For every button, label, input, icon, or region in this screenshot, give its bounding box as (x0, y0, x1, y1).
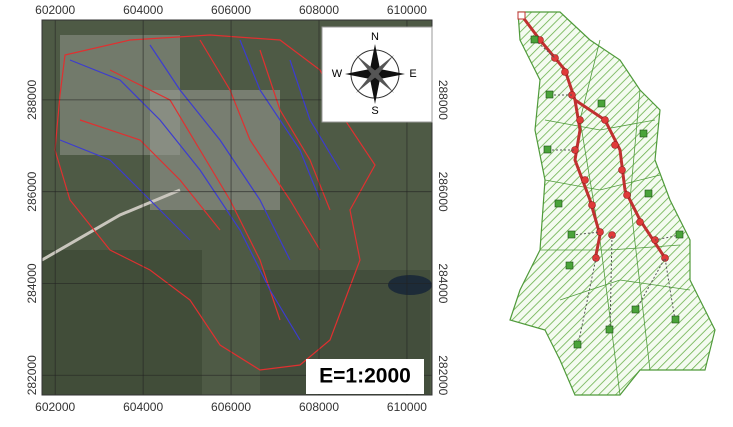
x-tick-label-top: 602000 (35, 3, 75, 17)
x-tick-label-bottom: 604000 (123, 400, 163, 414)
x-tick-label-top: 606000 (211, 3, 251, 17)
map-scale: E=1:2000 (319, 365, 411, 388)
x-tick-label-bottom: 602000 (35, 400, 75, 414)
x-tick-label-bottom: 610000 (387, 400, 427, 414)
compass-east: E (409, 68, 416, 80)
y-tick-label-right: 288000 (436, 80, 450, 120)
watershed-boundaries (54, 34, 376, 371)
y-tick-label-right: 284000 (436, 263, 450, 303)
compass-rose (321, 26, 433, 123)
watershed-model (509, 11, 716, 396)
x-tick-label-top: 608000 (299, 3, 339, 17)
y-tick-label-right: 286000 (436, 172, 450, 212)
x-tick-label-bottom: 606000 (211, 400, 251, 414)
x-tick-label-top: 604000 (123, 3, 163, 17)
y-tick-label-right: 282000 (436, 355, 450, 395)
compass-west: W (332, 68, 343, 80)
streams (59, 39, 341, 341)
x-tick-label-bottom: 608000 (299, 400, 339, 414)
y-tick-label-left: 286000 (25, 171, 39, 211)
scale-box (306, 359, 424, 394)
compass-south: S (371, 105, 378, 117)
y-tick-label-left: 288000 (25, 80, 39, 120)
y-tick-label-left: 284000 (25, 263, 39, 303)
map-frame (41, 19, 433, 396)
x-tick-label-top: 610000 (387, 3, 427, 17)
compass-north: N (371, 31, 379, 43)
y-tick-label-left: 282000 (25, 355, 39, 395)
